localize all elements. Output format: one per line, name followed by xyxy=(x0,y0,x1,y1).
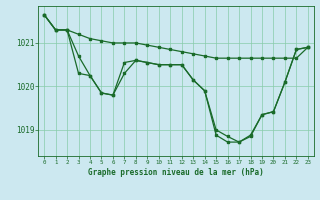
X-axis label: Graphe pression niveau de la mer (hPa): Graphe pression niveau de la mer (hPa) xyxy=(88,168,264,177)
